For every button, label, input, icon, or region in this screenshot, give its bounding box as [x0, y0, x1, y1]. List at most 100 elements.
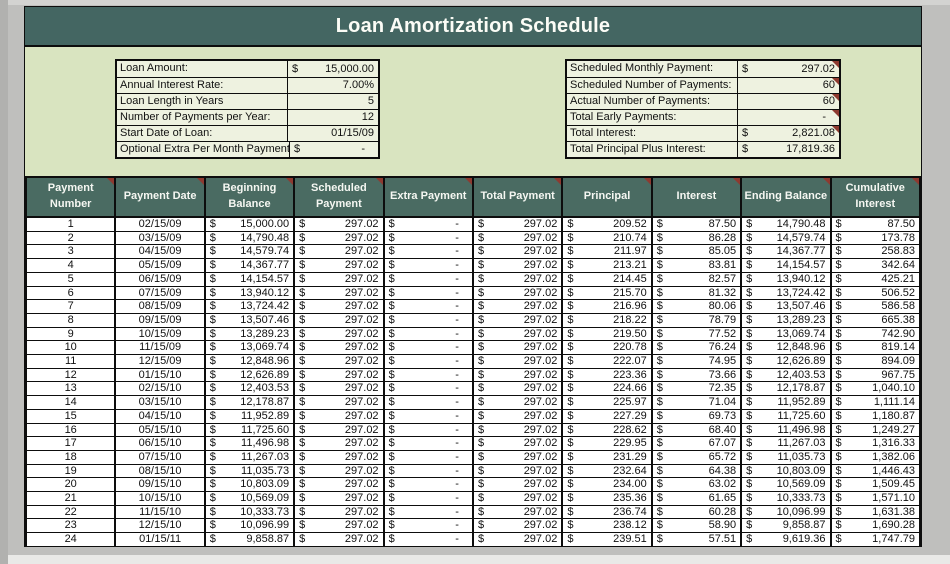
cell-extra[interactable]: $ -: [382, 491, 474, 506]
field-value-cell[interactable]: $17,819.36: [738, 142, 839, 157]
cell-number[interactable]: 3: [24, 244, 117, 259]
cell-interest[interactable]: $87.50: [650, 215, 743, 232]
cell-principal[interactable]: $210.74: [561, 230, 653, 245]
cell-number[interactable]: 2: [24, 230, 117, 245]
field-value-cell[interactable]: $297.02: [738, 61, 839, 77]
cell-extra[interactable]: $ -: [382, 518, 474, 533]
cell-number[interactable]: 10: [24, 340, 117, 355]
cell-date[interactable]: 11/15/09: [114, 340, 206, 355]
cell-ending[interactable]: $10,569.09: [740, 477, 832, 492]
cell-ending[interactable]: $12,178.87: [740, 381, 832, 396]
cell-cumulative[interactable]: $967.75: [829, 367, 922, 382]
cell-ending[interactable]: $10,803.09: [740, 463, 832, 478]
cell-number[interactable]: 17: [24, 436, 117, 451]
cell-scheduled[interactable]: $297.02: [293, 258, 385, 273]
cell-number[interactable]: 21: [24, 491, 117, 506]
cell-beginning[interactable]: $12,626.89: [203, 367, 296, 382]
cell-cumulative[interactable]: $1,446.43: [829, 463, 922, 478]
cell-date[interactable]: 06/15/10: [114, 436, 206, 451]
cell-beginning[interactable]: $12,848.96: [203, 354, 296, 369]
cell-number[interactable]: 19: [24, 463, 117, 478]
cell-total[interactable]: $297.02: [471, 340, 564, 355]
cell-principal[interactable]: $231.29: [561, 449, 653, 465]
cell-scheduled[interactable]: $297.02: [293, 326, 385, 341]
cell-ending[interactable]: $12,848.96: [740, 340, 832, 355]
cell-scheduled[interactable]: $297.02: [293, 436, 385, 451]
cell-principal[interactable]: $218.22: [561, 312, 653, 328]
cell-scheduled[interactable]: $297.02: [293, 532, 385, 546]
cell-ending[interactable]: $11,952.89: [740, 395, 832, 410]
cell-extra[interactable]: $ -: [382, 408, 474, 424]
cell-cumulative[interactable]: $1,382.06: [829, 449, 922, 465]
cell-extra[interactable]: $ -: [382, 258, 474, 273]
cell-cumulative[interactable]: $1,249.27: [829, 422, 922, 437]
cell-principal[interactable]: $209.52: [561, 215, 653, 232]
cell-number[interactable]: 15: [24, 408, 117, 424]
cell-cumulative[interactable]: $586.58: [829, 299, 922, 314]
field-value-cell[interactable]: -: [738, 110, 839, 125]
cell-total[interactable]: $297.02: [471, 285, 564, 300]
cell-cumulative[interactable]: $1,747.79: [829, 532, 922, 546]
field-value-cell[interactable]: 5: [288, 94, 378, 109]
cell-extra[interactable]: $ -: [382, 477, 474, 492]
cell-extra[interactable]: $ -: [382, 244, 474, 259]
cell-interest[interactable]: $81.32: [650, 285, 743, 300]
cell-total[interactable]: $297.02: [471, 299, 564, 314]
cell-date[interactable]: 08/15/10: [114, 463, 206, 478]
cell-date[interactable]: 08/15/09: [114, 299, 206, 314]
cell-cumulative[interactable]: $894.09: [829, 354, 922, 369]
cell-beginning[interactable]: $13,069.74: [203, 340, 296, 355]
cell-scheduled[interactable]: $297.02: [293, 215, 385, 232]
cell-total[interactable]: $297.02: [471, 422, 564, 437]
cell-scheduled[interactable]: $297.02: [293, 340, 385, 355]
cell-interest[interactable]: $73.66: [650, 367, 743, 382]
cell-beginning[interactable]: $12,403.53: [203, 381, 296, 396]
cell-ending[interactable]: $11,725.60: [740, 408, 832, 424]
cell-interest[interactable]: $78.79: [650, 312, 743, 328]
cell-scheduled[interactable]: $297.02: [293, 285, 385, 300]
cell-extra[interactable]: $ -: [382, 285, 474, 300]
cell-extra[interactable]: $ -: [382, 215, 474, 232]
cell-ending[interactable]: $10,096.99: [740, 504, 832, 519]
cell-interest[interactable]: $63.02: [650, 477, 743, 492]
cell-beginning[interactable]: $12,178.87: [203, 395, 296, 410]
cell-number[interactable]: 16: [24, 422, 117, 437]
cell-number[interactable]: 11: [24, 354, 117, 369]
cell-scheduled[interactable]: $297.02: [293, 354, 385, 369]
cell-beginning[interactable]: $14,790.48: [203, 230, 296, 245]
cell-ending[interactable]: $14,367.77: [740, 244, 832, 259]
cell-total[interactable]: $297.02: [471, 436, 564, 451]
cell-beginning[interactable]: $11,952.89: [203, 408, 296, 424]
cell-beginning[interactable]: $13,289.23: [203, 326, 296, 341]
cell-number[interactable]: 1: [24, 215, 117, 232]
cell-cumulative[interactable]: $742.90: [829, 326, 922, 341]
cell-principal[interactable]: $225.97: [561, 395, 653, 410]
cell-principal[interactable]: $229.95: [561, 436, 653, 451]
cell-extra[interactable]: $ -: [382, 395, 474, 410]
cell-scheduled[interactable]: $297.02: [293, 381, 385, 396]
cell-extra[interactable]: $ -: [382, 463, 474, 478]
cell-extra[interactable]: $ -: [382, 504, 474, 519]
cell-total[interactable]: $297.02: [471, 504, 564, 519]
cell-beginning[interactable]: $14,579.74: [203, 244, 296, 259]
field-value-cell[interactable]: $15,000.00: [288, 61, 378, 77]
cell-number[interactable]: 7: [24, 299, 117, 314]
cell-interest[interactable]: $85.05: [650, 244, 743, 259]
cell-ending[interactable]: $9,858.87: [740, 518, 832, 533]
cell-scheduled[interactable]: $297.02: [293, 230, 385, 245]
cell-total[interactable]: $297.02: [471, 449, 564, 465]
cell-interest[interactable]: $60.28: [650, 504, 743, 519]
cell-principal[interactable]: $235.36: [561, 491, 653, 506]
cell-cumulative[interactable]: $1,631.38: [829, 504, 922, 519]
cell-beginning[interactable]: $10,096.99: [203, 518, 296, 533]
cell-ending[interactable]: $12,403.53: [740, 367, 832, 382]
cell-principal[interactable]: $222.07: [561, 354, 653, 369]
cell-principal[interactable]: $228.62: [561, 422, 653, 437]
cell-number[interactable]: 12: [24, 367, 117, 382]
cell-principal[interactable]: $216.96: [561, 299, 653, 314]
cell-interest[interactable]: $69.73: [650, 408, 743, 424]
cell-extra[interactable]: $ -: [382, 230, 474, 245]
cell-scheduled[interactable]: $297.02: [293, 395, 385, 410]
cell-principal[interactable]: $224.66: [561, 381, 653, 396]
cell-beginning[interactable]: $13,724.42: [203, 299, 296, 314]
